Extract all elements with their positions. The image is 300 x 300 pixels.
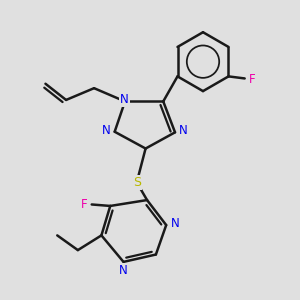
- Text: F: F: [80, 198, 87, 211]
- Text: N: N: [120, 93, 129, 106]
- Text: N: N: [171, 217, 180, 230]
- Text: N: N: [179, 124, 188, 137]
- Text: N: N: [119, 264, 128, 277]
- Text: F: F: [249, 73, 256, 86]
- Text: S: S: [133, 176, 141, 189]
- Text: N: N: [102, 124, 111, 137]
